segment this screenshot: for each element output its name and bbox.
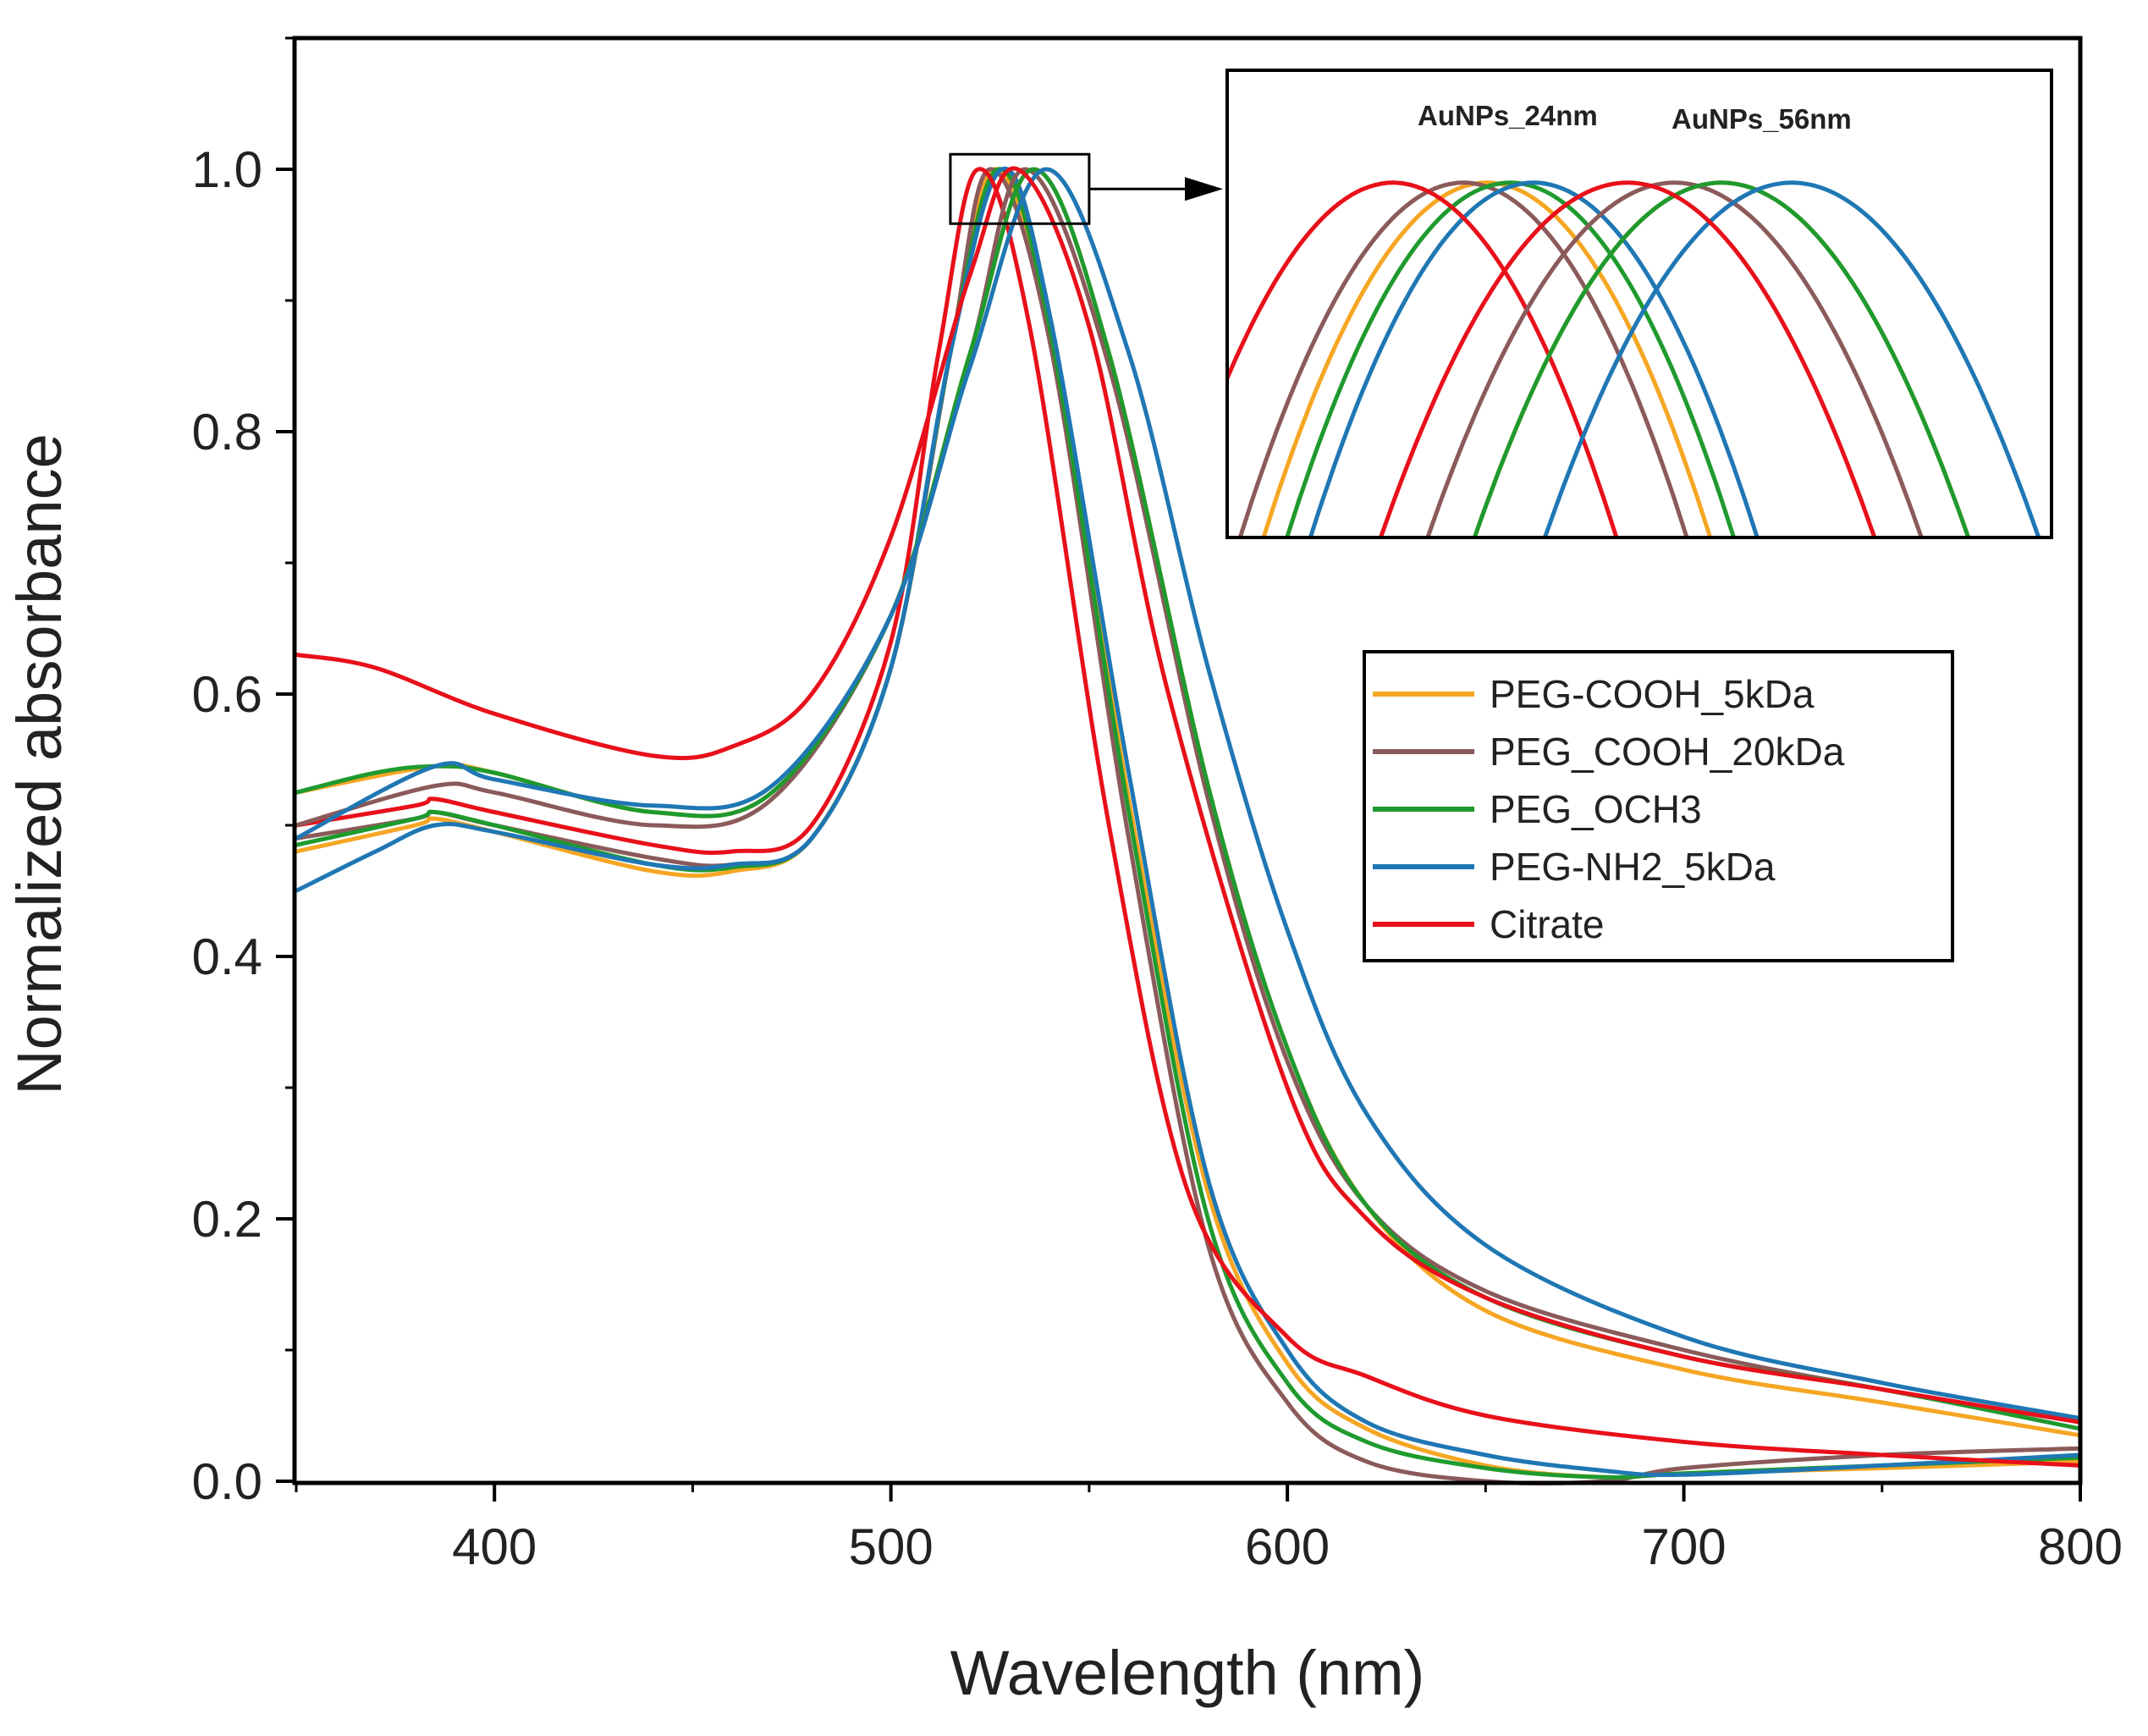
- x-tick-label-400: 400: [452, 1518, 537, 1575]
- y-tick-label-0.8: 0.8: [192, 404, 262, 460]
- y-axis-title: Normalized absorbance: [4, 433, 74, 1095]
- inset-line-peg-cooh-20kda-aunps-24nm: [1238, 180, 1689, 536]
- inset-line-peg-nh2-5kda-aunps-24nm: [1308, 180, 1760, 536]
- inset-label-56nm: AuNPs_56nm: [1672, 103, 1852, 135]
- inset-line-peg-nh2-5kda-aunps-56nm: [1543, 180, 2041, 536]
- x-tick-label-800: 800: [2038, 1518, 2123, 1575]
- legend-label-peg-cooh-20kda: PEG_COOH_20kDa: [1490, 730, 1845, 774]
- series-line-peg-nh2-5kda-aunps-56nm: [295, 167, 2081, 1421]
- plot-frame: [292, 36, 2083, 1485]
- inset-lines: [1229, 180, 2041, 536]
- series-line-citrate-aunps-24nm: [295, 167, 2081, 1468]
- main-plot-lines: [295, 166, 2081, 1485]
- inset-line-citrate-aunps-24nm: [1229, 180, 1618, 536]
- inset-line-peg-och3-aunps-56nm: [1473, 180, 1970, 536]
- inset-line-peg-cooh-5kda-aunps-24nm: [1261, 180, 1712, 536]
- y-tick-label-0.2: 0.2: [192, 1191, 262, 1248]
- inset-line-peg-och3-aunps-24nm: [1285, 180, 1736, 536]
- y-tick-label-0.6: 0.6: [192, 666, 262, 723]
- x-tick-label-700: 700: [1642, 1518, 1727, 1575]
- axis-ticks: 400 500 600 700 800 0.0 0.2 0.4 0.6 0.8 1.0: [192, 36, 2123, 1575]
- legend-label-peg-cooh-5kda: PEG-COOH_5kDa: [1490, 672, 1815, 716]
- series-line-peg-nh2-5kda-aunps-24nm: [295, 166, 2081, 1478]
- y-tick-label-0.4: 0.4: [192, 929, 262, 985]
- y-tick-label-0: 0.0: [192, 1453, 262, 1510]
- legend-label-peg-nh2-5kda: PEG-NH2_5kDa: [1490, 845, 1776, 889]
- legend: PEG-COOH_5kDa PEG_COOH_20kDa PEG_OCH3 PEG-N…: [1363, 650, 1954, 962]
- inset-line-peg-cooh-20kda-aunps-56nm: [1425, 180, 1924, 536]
- x-axis-title: Wavelength (nm): [950, 1638, 1425, 1708]
- legend-label-citrate: Citrate: [1490, 902, 1604, 946]
- legend-label-peg-och3: PEG_OCH3: [1490, 787, 1702, 831]
- y-tick-label-1: 1.0: [192, 141, 262, 198]
- inset-line-citrate-aunps-56nm: [1379, 180, 1876, 536]
- x-tick-label-600: 600: [1245, 1518, 1330, 1575]
- inset-label-24nm: AuNPs_24nm: [1418, 100, 1598, 131]
- x-tick-label-500: 500: [849, 1518, 934, 1575]
- zoom-arrowhead-icon: [1185, 177, 1223, 201]
- series-line-citrate-aunps-56nm: [295, 166, 2081, 1425]
- legend-box: [1363, 650, 1954, 962]
- series-line-peg-cooh-20kda-aunps-56nm: [295, 167, 2081, 1425]
